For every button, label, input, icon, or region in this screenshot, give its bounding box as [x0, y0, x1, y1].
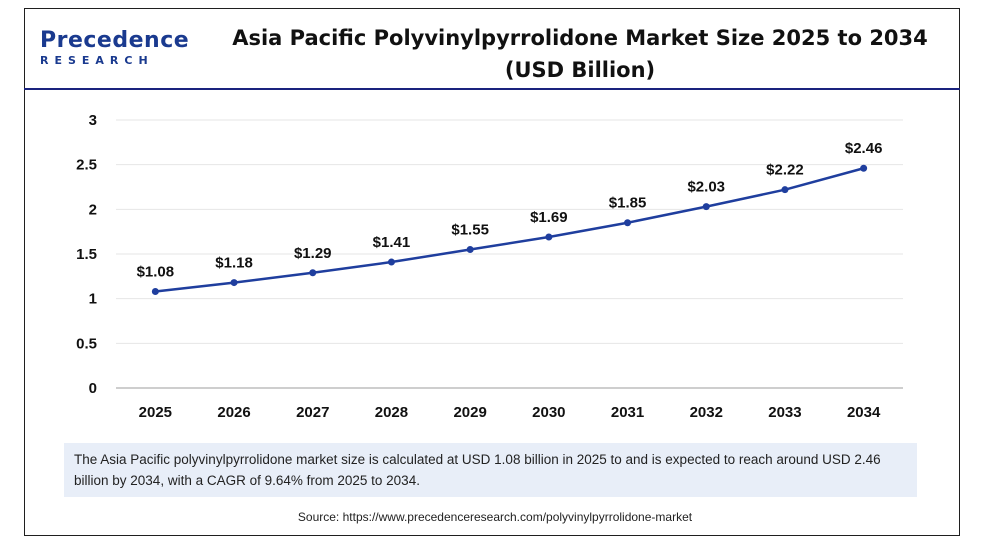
y-tick-label: 2: [89, 201, 97, 218]
data-point: [545, 233, 553, 241]
summary-note: The Asia Pacific polyvinylpyrrolidone ma…: [64, 443, 917, 497]
data-label: $1.29: [294, 245, 332, 262]
x-tick-label: 2033: [768, 404, 801, 421]
y-tick-label: 0: [89, 380, 97, 397]
brand-logo: Precedence RESEARCH: [40, 28, 190, 68]
y-tick-label: 2.5: [76, 157, 97, 174]
data-label: $1.18: [215, 255, 253, 272]
x-tick-label: 2028: [375, 404, 408, 421]
x-tick-label: 2031: [611, 404, 644, 421]
y-tick-label: 3: [89, 112, 97, 129]
line-chart: 0 0.5 1 1.5 2 2.5 3 2025 2026 2027 2028 2029 2030 203…: [76, 112, 903, 421]
chart-title: Asia Pacific Polyvinylpyrrolidone Market…: [215, 22, 945, 86]
series-line: [155, 167, 864, 293]
data-label: $1.08: [137, 264, 175, 281]
y-tick-label: 0.5: [76, 335, 97, 352]
data-label: $2.03: [687, 179, 725, 196]
data-label: $1.55: [451, 222, 489, 239]
y-tick-label: 1.5: [76, 246, 97, 263]
x-tick-label: 2029: [453, 404, 486, 421]
data-point: [702, 203, 710, 211]
y-tick-label: 1: [89, 291, 97, 308]
x-tick-label: 2032: [690, 404, 723, 421]
data-point: [309, 269, 317, 277]
chart-title-line-1: Asia Pacific Polyvinylpyrrolidone Market…: [232, 26, 928, 50]
logo-wordmark: Precedence: [40, 28, 190, 53]
data-label: $1.41: [373, 234, 411, 251]
data-point: [151, 288, 159, 296]
x-tick-label: 2026: [217, 404, 250, 421]
title-divider: [24, 88, 960, 90]
x-tick-label: 2030: [532, 404, 565, 421]
data-point: [387, 258, 395, 266]
x-tick-label: 2034: [847, 404, 881, 421]
data-point: [230, 279, 238, 287]
data-label: $1.85: [609, 195, 647, 212]
data-point: [466, 246, 474, 254]
data-point: [781, 186, 789, 194]
data-label: $2.22: [766, 162, 804, 179]
chart-title-line-2: (USD Billion): [504, 58, 656, 82]
x-tick-label: 2027: [296, 404, 329, 421]
logo-subtitle: RESEARCH: [40, 54, 154, 67]
data-point: [860, 164, 868, 172]
x-tick-label: 2025: [139, 404, 172, 421]
data-label: $2.46: [845, 140, 883, 157]
source-text: Source: https://www.precedenceresearch.c…: [297, 510, 693, 524]
data-point: [624, 219, 632, 227]
data-label: $1.69: [530, 209, 568, 226]
